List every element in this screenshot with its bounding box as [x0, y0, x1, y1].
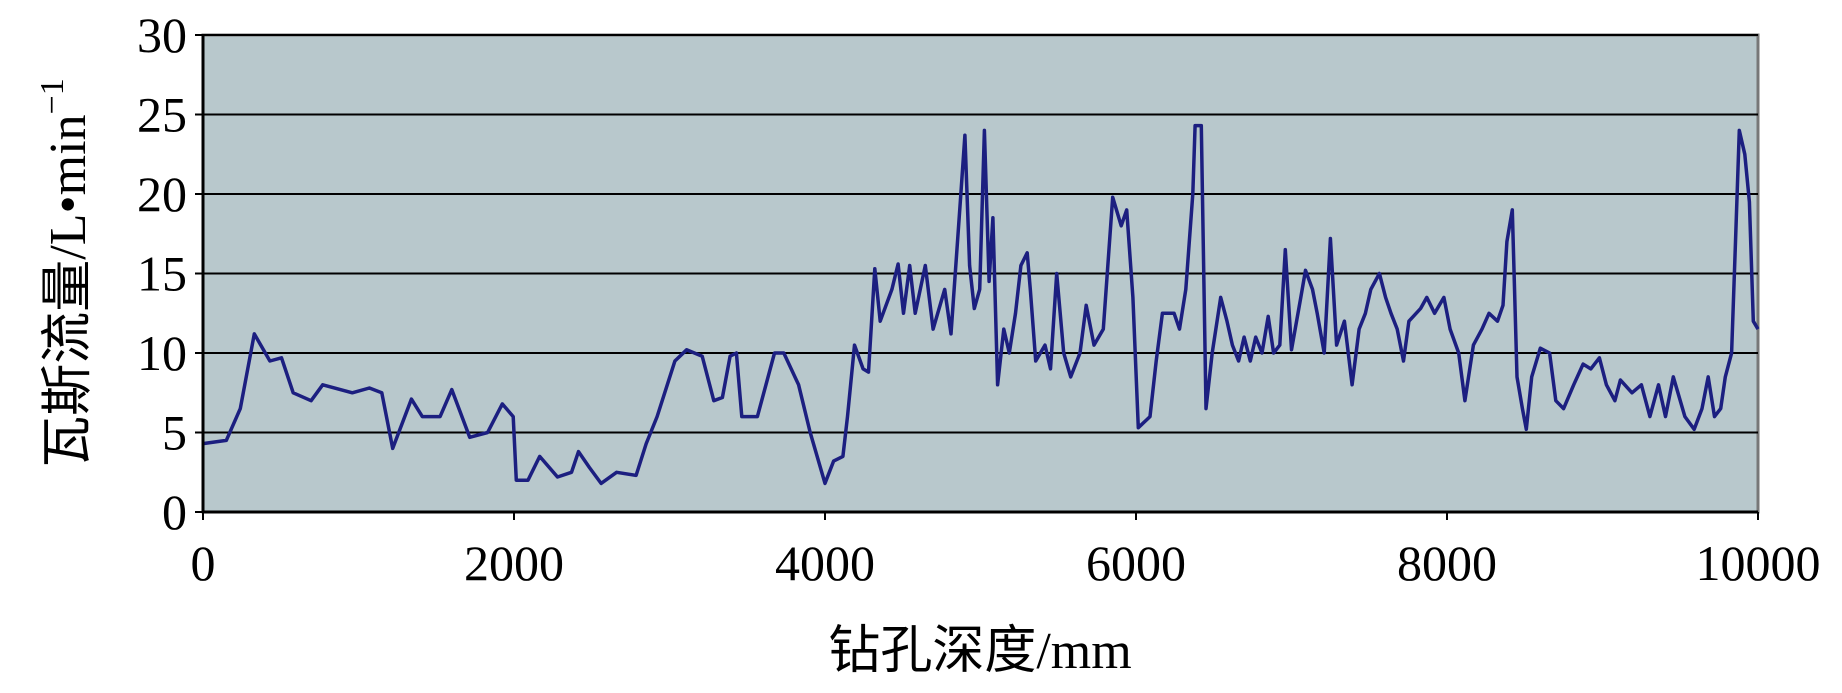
- x-tick-label: 4000: [775, 535, 875, 591]
- x-tick-label: 10000: [1696, 535, 1821, 591]
- y-tick-label: 15: [137, 246, 187, 302]
- y-tick-label: 25: [137, 87, 187, 143]
- x-tick-label: 6000: [1086, 535, 1186, 591]
- x-tick-label: 2000: [464, 535, 564, 591]
- y-axis-label: 瓦斯流量/L•min−1: [34, 78, 97, 468]
- y-tick-label: 10: [137, 325, 187, 381]
- y-axis-label-main: 瓦斯流量/L•min: [40, 114, 97, 467]
- x-axis-label: 钻孔深度/mm: [828, 623, 1131, 680]
- x-tick-label: 8000: [1397, 535, 1497, 591]
- plot-area: [201, 33, 1760, 514]
- y-tick-label: 20: [137, 166, 187, 222]
- data-line: [202, 123, 1760, 486]
- x-tick-label: 0: [191, 535, 216, 591]
- y-tick-label: 5: [162, 405, 187, 461]
- y-tick-label: 30: [137, 7, 187, 63]
- y-tick-label: 0: [162, 484, 187, 540]
- y-axis-label-superscript: −1: [34, 78, 71, 114]
